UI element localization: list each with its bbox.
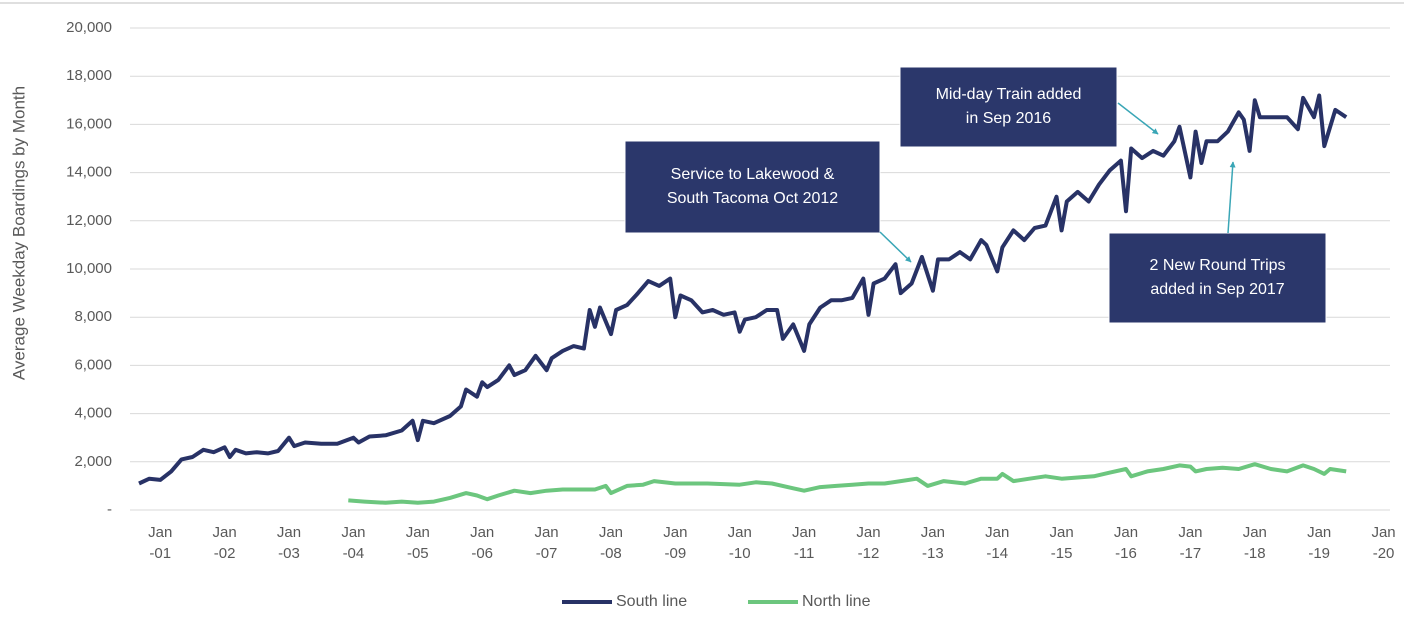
- x-tick-label-part: Jan: [470, 524, 494, 541]
- x-tick-label-part: -17: [1180, 545, 1202, 562]
- x-tick-label-part: -01: [149, 545, 171, 562]
- x-tick-label-part: Jan: [534, 524, 558, 541]
- x-tick-label-part: Jan: [148, 524, 172, 541]
- x-tick-label: Jan -10: [728, 524, 752, 562]
- y-tick-label: 10,000: [66, 260, 112, 277]
- x-tick-label-part: -05: [407, 545, 429, 562]
- x-tick-label: Jan -16: [1114, 524, 1138, 562]
- y-tick-label: 20,000: [66, 19, 112, 36]
- series-line: [138, 93, 1348, 486]
- x-tick-label-part: -13: [922, 545, 944, 562]
- y-tick-label: 14,000: [66, 164, 112, 181]
- annotation-text: 2 New Round Trips: [1149, 257, 1285, 274]
- annotation-box: [624, 140, 881, 234]
- x-tick-label-part: Jan: [1371, 524, 1395, 541]
- annotation-text: added in Sep 2017: [1150, 281, 1284, 298]
- y-tick-label: 2,000: [74, 453, 112, 470]
- y-tick-label: 4,000: [74, 405, 112, 422]
- annotation-box: [1108, 232, 1327, 324]
- x-tick-label-part: -20: [1373, 545, 1395, 562]
- x-tick-label-part: -04: [343, 545, 365, 562]
- x-tick-label-part: Jan: [728, 524, 752, 541]
- x-tick-label-part: Jan: [1050, 524, 1074, 541]
- x-tick-label: Jan -06: [470, 524, 494, 562]
- annotation-arrow: [1227, 161, 1236, 234]
- x-tick-label-part: -10: [729, 545, 751, 562]
- annotation-text: Mid-day Train added: [936, 86, 1082, 103]
- y-tick-label: 6,000: [74, 356, 112, 373]
- y-tick-label: 18,000: [66, 67, 112, 84]
- y-tick-label: 16,000: [66, 115, 112, 132]
- x-tick-label-part: -08: [600, 545, 622, 562]
- x-tick-label: Jan -18: [1243, 524, 1267, 562]
- annotation-text: South Tacoma Oct 2012: [667, 190, 838, 207]
- x-tick-label: Jan -05: [406, 524, 430, 562]
- x-tick-label: Jan -11: [792, 524, 816, 562]
- x-tick-label-part: Jan: [1307, 524, 1331, 541]
- x-tick-label: Jan -12: [856, 524, 880, 562]
- annotation-text: in Sep 2016: [966, 110, 1052, 127]
- x-tick-label: Jan -14: [985, 524, 1009, 562]
- annotation-text: Service to Lakewood &: [671, 166, 835, 183]
- y-axis-label: Average Weekday Boardings by Month: [9, 86, 28, 380]
- x-tick-label-part: -19: [1308, 545, 1330, 562]
- x-tick-label: Jan -13: [921, 524, 945, 562]
- x-tick-label-part: -12: [858, 545, 880, 562]
- x-tick-label-part: Jan: [1114, 524, 1138, 541]
- legend-label: South line: [616, 593, 687, 610]
- x-tick-label: Jan -20: [1371, 524, 1395, 562]
- x-tick-label-part: -18: [1244, 545, 1266, 562]
- x-tick-label-part: Jan: [599, 524, 623, 541]
- x-tick-label-part: Jan: [1178, 524, 1202, 541]
- x-tick-label-part: -06: [471, 545, 493, 562]
- x-tick-label-part: -15: [1051, 545, 1073, 562]
- x-tick-label: Jan -08: [599, 524, 623, 562]
- x-tick-label-part: Jan: [921, 524, 945, 541]
- x-tick-label-part: -09: [664, 545, 686, 562]
- annotation-arrow: [1117, 102, 1159, 135]
- series-line: [348, 462, 1347, 505]
- y-tick-label: -: [107, 501, 112, 518]
- annotation-box: [899, 66, 1118, 148]
- x-tick-label-part: -07: [536, 545, 558, 562]
- x-tick-label: Jan -02: [213, 524, 237, 562]
- x-tick-label: Jan -09: [663, 524, 687, 562]
- x-tick-label-part: Jan: [663, 524, 687, 541]
- x-tick-label-part: -11: [794, 545, 815, 562]
- x-tick-label-part: -02: [214, 545, 236, 562]
- x-tick-label: Jan -01: [148, 524, 172, 562]
- x-tick-label-part: Jan: [1243, 524, 1267, 541]
- x-tick-label: Jan -07: [534, 524, 558, 562]
- x-tick-label: Jan -17: [1178, 524, 1202, 562]
- x-tick-label-part: -14: [986, 545, 1008, 562]
- x-tick-label: Jan -19: [1307, 524, 1331, 562]
- x-tick-label: Jan -03: [277, 524, 301, 562]
- x-tick-label-part: Jan: [985, 524, 1009, 541]
- x-tick-label-part: Jan: [213, 524, 237, 541]
- annotation-arrow: [879, 231, 912, 263]
- x-tick-label-part: -03: [278, 545, 300, 562]
- x-tick-label-part: -16: [1115, 545, 1137, 562]
- x-tick-label-part: Jan: [856, 524, 880, 541]
- x-tick-label-part: Jan: [792, 524, 816, 541]
- x-tick-label: Jan -15: [1050, 524, 1074, 562]
- x-tick-label-part: Jan: [341, 524, 365, 541]
- x-tick-label-part: Jan: [406, 524, 430, 541]
- x-tick-label-part: Jan: [277, 524, 301, 541]
- legend-label: North line: [802, 593, 871, 610]
- x-tick-label: Jan -04: [341, 524, 365, 562]
- y-tick-label: 12,000: [66, 212, 112, 229]
- y-tick-label: 8,000: [74, 308, 112, 325]
